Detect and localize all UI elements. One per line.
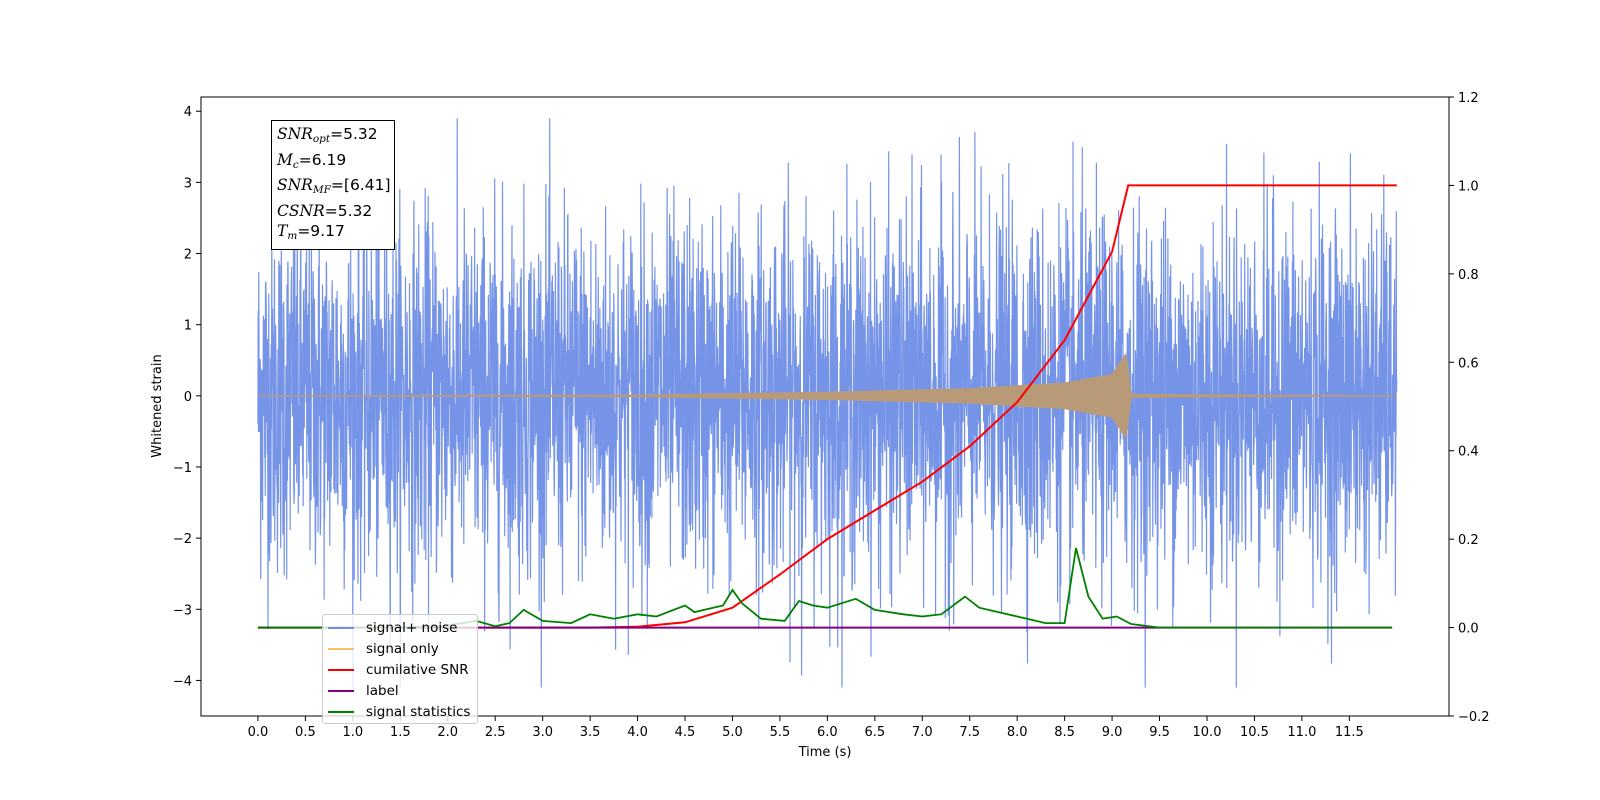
series-cumulative-snr bbox=[257, 184, 1397, 629]
y2-tick-label: 1.0 bbox=[1458, 179, 1479, 194]
y-axis-right: 1.2 1.0 0.8 0.6 0.4 0.2 0.0 −0.2 bbox=[1449, 91, 1490, 725]
series-signal-only bbox=[257, 353, 1397, 439]
x-tick-label: 7.0 bbox=[912, 725, 933, 740]
x-tick-label: 1.5 bbox=[390, 725, 411, 740]
stat-row-snr-mf: SNRMF=[6.41] bbox=[277, 176, 391, 196]
x-tick-label: 4.5 bbox=[675, 725, 696, 740]
x-tick-label: 1.0 bbox=[343, 725, 364, 740]
x-tick-label: 6.5 bbox=[864, 725, 885, 740]
legend-swatch bbox=[328, 626, 354, 629]
y-axis-left: 4 3 2 1 0 −1 −2 −3 −4 bbox=[173, 105, 201, 689]
y-tick-label: −3 bbox=[173, 603, 192, 618]
x-axis: 0.0 0.5 1.0 1.5 2.0 2.5 3.0 3.5 4.0 4.5 5.0 5.5 6.0 6… bbox=[248, 716, 1364, 740]
series-signal-noise bbox=[257, 118, 1398, 688]
x-tick-label: 5.0 bbox=[722, 725, 743, 740]
plot-area bbox=[257, 118, 1398, 688]
x-tick-label: 9.5 bbox=[1149, 725, 1170, 740]
legend-swatch bbox=[328, 647, 354, 650]
legend-item-signal-statistics: signal statistics bbox=[328, 701, 477, 722]
series-signal-statistics bbox=[257, 547, 1393, 629]
x-tick-label: 11.0 bbox=[1287, 725, 1316, 740]
x-tick-label: 4.0 bbox=[627, 725, 648, 740]
y2-tick-label: 0.6 bbox=[1458, 356, 1479, 371]
x-axis-label: Time (s) bbox=[798, 745, 852, 760]
x-tick-label: 0.5 bbox=[295, 725, 316, 740]
x-tick-label: 10.0 bbox=[1193, 725, 1222, 740]
legend-item-signal-noise: signal+ noise bbox=[328, 617, 477, 638]
stats-annotation-box: SNRopt=5.32 Mc=6.19 SNRMF=[6.41] CSNR=5.… bbox=[271, 120, 395, 250]
legend-item-signal-only: signal only bbox=[328, 638, 477, 659]
x-tick-label: 8.0 bbox=[1007, 725, 1028, 740]
x-tick-label: 2.0 bbox=[437, 725, 458, 740]
legend-swatch bbox=[328, 668, 354, 671]
legend-item-label: label bbox=[328, 680, 477, 701]
y-tick-label: 0 bbox=[184, 390, 192, 405]
y2-tick-label: 0.0 bbox=[1458, 622, 1479, 637]
y2-tick-label: −0.2 bbox=[1458, 710, 1490, 725]
legend: signal+ noise signal only cumilative SNR… bbox=[322, 614, 478, 724]
y2-tick-label: 0.2 bbox=[1458, 533, 1479, 548]
stat-row-csnr: CSNR=5.32 bbox=[277, 201, 373, 220]
y-axis-label: Whitened strain bbox=[150, 354, 165, 457]
x-tick-label: 0.0 bbox=[248, 725, 269, 740]
x-tick-label: 7.5 bbox=[959, 725, 980, 740]
x-tick-label: 5.5 bbox=[770, 725, 791, 740]
y-tick-label: 1 bbox=[184, 319, 192, 334]
x-tick-label: 3.0 bbox=[532, 725, 553, 740]
x-tick-label: 11.5 bbox=[1335, 725, 1364, 740]
x-tick-label: 9.0 bbox=[1102, 725, 1123, 740]
legend-item-cumulative-snr: cumilative SNR bbox=[328, 659, 477, 680]
y-tick-label: −2 bbox=[173, 532, 192, 547]
y-tick-label: −4 bbox=[173, 674, 192, 689]
legend-swatch bbox=[328, 689, 354, 692]
x-tick-label: 2.5 bbox=[485, 725, 506, 740]
y2-tick-label: 1.2 bbox=[1458, 91, 1479, 106]
legend-swatch bbox=[328, 710, 354, 713]
y-tick-label: 2 bbox=[184, 248, 192, 263]
x-tick-label: 10.5 bbox=[1240, 725, 1269, 740]
stat-row-tm: Tm=9.17 bbox=[277, 222, 345, 242]
y2-tick-label: 0.8 bbox=[1458, 268, 1479, 283]
x-tick-label: 3.5 bbox=[580, 725, 601, 740]
stat-row-mc: Mc=6.19 bbox=[277, 150, 347, 171]
x-tick-label: 8.5 bbox=[1054, 725, 1075, 740]
x-tick-label: 6.0 bbox=[817, 725, 838, 740]
axes-frame bbox=[200, 96, 1450, 717]
y2-tick-label: 0.4 bbox=[1458, 445, 1479, 460]
y-tick-label: 3 bbox=[184, 176, 192, 191]
y-tick-label: 4 bbox=[184, 105, 192, 120]
y-tick-label: −1 bbox=[173, 461, 192, 476]
stat-row-snr-opt: SNRopt=5.32 bbox=[277, 125, 378, 145]
